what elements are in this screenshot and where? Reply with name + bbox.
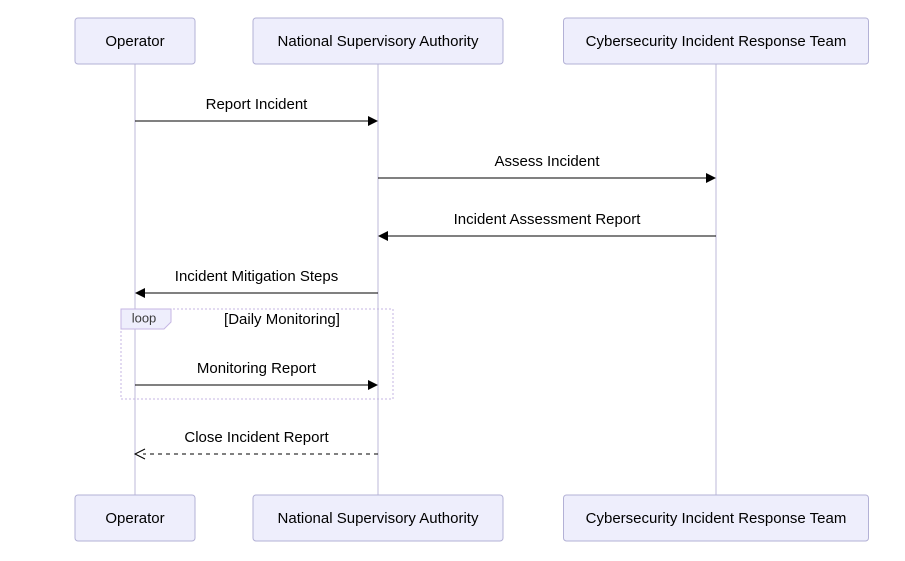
participant-label-nsa-bottom: National Supervisory Authority [278,510,479,527]
message-arrowhead-2 [378,231,388,241]
participant-label-op-top: Operator [105,33,164,50]
message-label-3: Incident Mitigation Steps [175,268,338,285]
message-arrowhead-1 [706,173,716,183]
message-label-5: Close Incident Report [184,429,329,446]
loop-label-text: loop [132,310,157,325]
message-label-1: Assess Incident [494,153,600,170]
message-arrowhead-0 [368,116,378,126]
participant-label-cirt-top: Cybersecurity Incident Response Team [586,33,847,50]
participant-label-cirt-bottom: Cybersecurity Incident Response Team [586,510,847,527]
loop-condition-text: [Daily Monitoring] [224,311,340,328]
message-arrowhead-4 [368,380,378,390]
message-label-0: Report Incident [206,96,309,113]
message-label-2: Incident Assessment Report [454,211,642,228]
participant-label-nsa-top: National Supervisory Authority [278,33,479,50]
sequence-diagram: loop [Daily Monitoring] Report Incident Ass… [0,0,905,561]
message-arrowhead-3 [135,288,145,298]
message-label-4: Monitoring Report [197,360,317,377]
participant-label-op-bottom: Operator [105,510,164,527]
